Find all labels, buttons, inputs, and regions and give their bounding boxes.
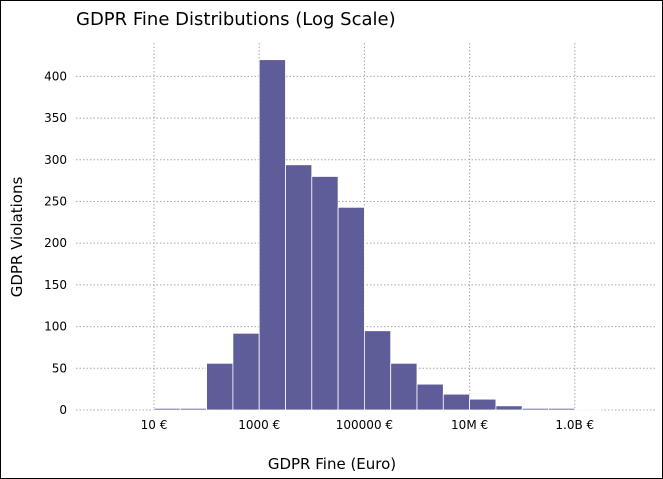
x-tick-label: 10 € [141,418,168,432]
chart-title: GDPR Fine Distributions (Log Scale) [76,9,396,30]
histogram-bar [180,408,206,410]
histogram-bar [443,394,469,410]
histogram-bar [417,384,443,410]
histogram-bar [259,60,285,410]
y-tick-label: 50 [52,361,67,375]
histogram-bar [312,176,338,410]
y-tick-label: 200 [44,236,67,250]
x-tick-label: 10M € [451,418,488,432]
histogram-bar [470,399,496,410]
x-axis-title: GDPR Fine (Euro) [268,455,396,473]
y-tick-label: 300 [44,153,67,167]
x-tick-labels: 10 € 1000 € 100000 € 10M € 1.0B € [141,418,595,432]
histogram-bar [233,333,259,410]
histogram-bar [364,331,390,410]
histogram-bar [207,363,233,410]
y-tick-label: 0 [59,403,67,417]
histogram-bar [338,207,364,410]
histogram-bar [496,406,522,410]
bars-layer [154,60,601,410]
y-tick-label: 400 [44,69,67,83]
y-axis-title: GDPR Violations [8,177,26,298]
y-tick-label: 250 [44,194,67,208]
histogram-bar [522,408,548,410]
x-tick-label: 1000 € [238,418,280,432]
histogram-bar [154,408,180,410]
x-tick-label: 1.0B € [555,418,594,432]
histogram-bar [575,409,601,410]
x-tick-label: 100000 € [336,418,393,432]
y-tick-label: 100 [44,320,67,334]
histogram-bar [285,165,311,410]
histogram-bar [391,363,417,410]
histogram-bar [549,408,575,410]
y-tick-label: 150 [44,278,67,292]
y-tick-labels: 0 50 100 150 200 250 300 350 400 [44,69,67,417]
y-tick-label: 350 [44,111,67,125]
